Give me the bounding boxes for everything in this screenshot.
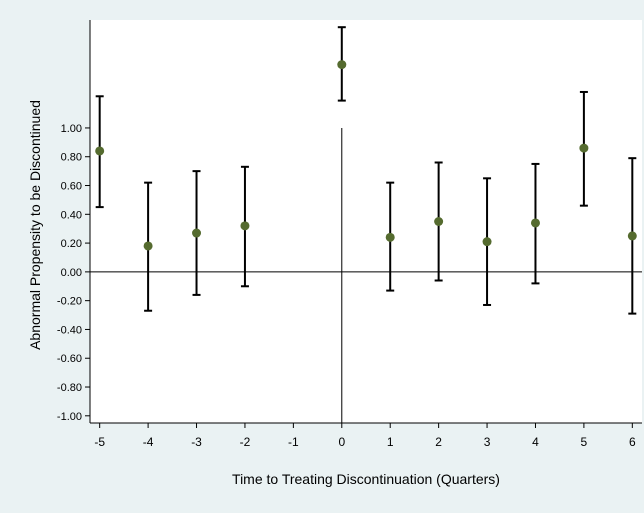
y-tick-label: -0.40	[57, 324, 82, 336]
plot-area	[90, 20, 642, 423]
x-tick-label: 0	[338, 435, 345, 449]
y-tick-label: 0.40	[61, 209, 82, 221]
data-point	[579, 143, 589, 153]
x-tick-label: 5	[581, 435, 588, 449]
y-tick-label: -0.80	[57, 382, 82, 394]
y-tick-label: -0.20	[57, 296, 82, 308]
y-tick-label: 0.80	[61, 152, 82, 164]
x-tick-label: 6	[629, 435, 636, 449]
y-tick-label: -0.60	[57, 353, 82, 365]
y-tick-label: 1.00	[61, 123, 82, 135]
data-point	[337, 60, 347, 70]
x-axis-label: Time to Treating Discontinuation (Quarte…	[232, 471, 500, 487]
data-point	[385, 232, 395, 242]
data-point	[192, 228, 202, 238]
x-tick-label: -1	[288, 435, 299, 449]
x-tick-label: -4	[143, 435, 154, 449]
data-point	[482, 237, 492, 247]
x-tick-label: 3	[484, 435, 491, 449]
data-point	[240, 221, 250, 231]
data-point	[434, 217, 444, 226]
data-point	[95, 146, 105, 156]
x-tick-label: 1	[387, 435, 394, 449]
y-tick-label: 0.60	[61, 181, 82, 193]
y-tick-label: 0.00	[61, 267, 82, 279]
x-tick-label: 4	[532, 435, 539, 449]
data-point	[627, 231, 637, 241]
x-tick-label: -5	[94, 435, 105, 449]
y-tick-label: -1.00	[57, 411, 82, 423]
x-tick-label: 2	[435, 435, 442, 449]
y-axis-label: Abnormal Propensity to be Discontinued	[27, 100, 43, 350]
data-point	[530, 218, 540, 228]
x-tick-label: -3	[191, 435, 202, 449]
y-tick-label: 0.20	[61, 238, 82, 250]
data-point	[143, 241, 153, 251]
x-tick-label: -2	[240, 435, 251, 449]
